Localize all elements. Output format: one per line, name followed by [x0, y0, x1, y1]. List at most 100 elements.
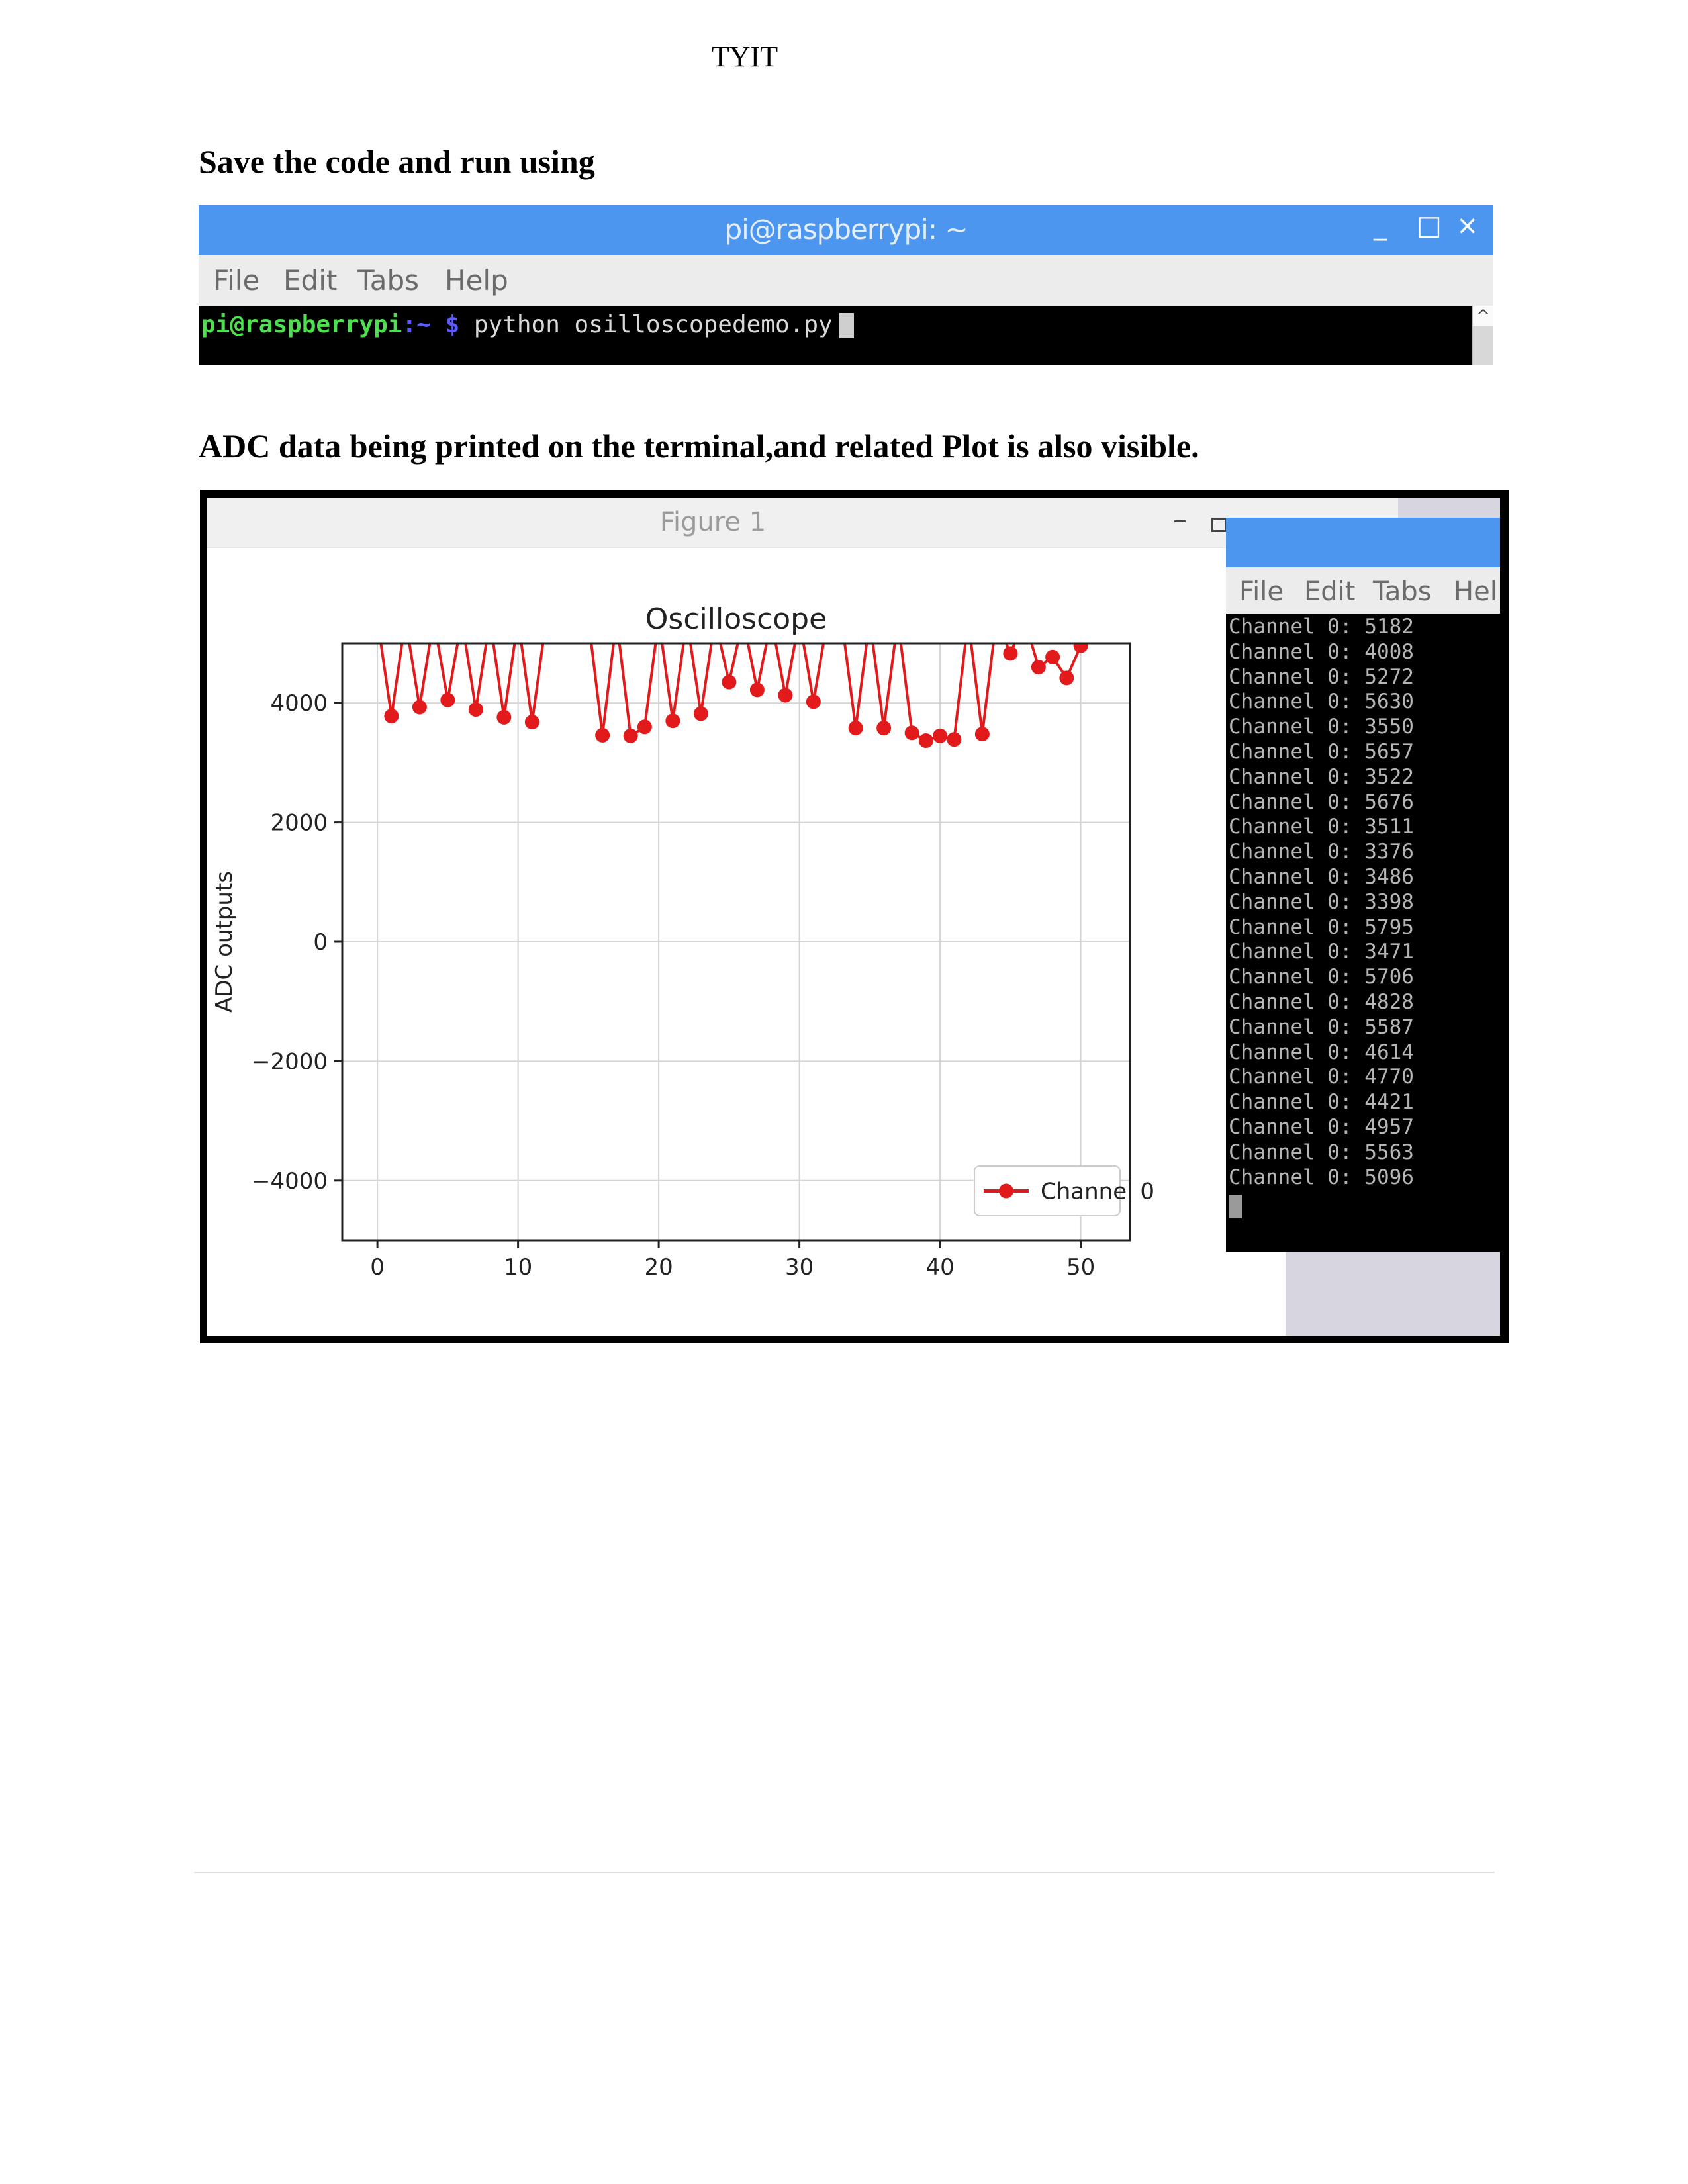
- data-point: [778, 688, 793, 703]
- x-tick-label: 0: [370, 1254, 385, 1281]
- data-point: [426, 612, 441, 627]
- data-point: [806, 694, 821, 709]
- terminal-menubar: File Edit Tabs Help: [199, 255, 1493, 306]
- terminal-output-line: Channel 0: 5630: [1229, 690, 1414, 714]
- data-point: [468, 702, 483, 717]
- data-point: [455, 612, 469, 627]
- menu-edit[interactable]: Edit: [283, 264, 338, 296]
- adc-terminal-menubar: File Edit Tabs Hel: [1226, 567, 1500, 614]
- data-point: [412, 700, 427, 715]
- data-point: [665, 713, 680, 729]
- scroll-up-icon[interactable]: ^: [1473, 306, 1493, 326]
- page-header: TYIT: [711, 40, 778, 73]
- section-heading-run: Save the code and run using: [199, 143, 595, 180]
- y-tick-label: 4000: [270, 690, 328, 717]
- terminal-output-line: Channel 0: 3398: [1229, 889, 1414, 914]
- data-point: [890, 612, 905, 627]
- figure-title: Figure 1: [659, 507, 767, 537]
- x-tick-label: 20: [644, 1254, 673, 1281]
- footer-rule: [194, 1872, 1495, 1873]
- terminal-output-line: Channel 0: 3486: [1229, 865, 1414, 889]
- prompt-path: :~: [402, 311, 445, 338]
- data-point: [904, 725, 919, 741]
- terminal-output-line: Channel 0: 3471: [1229, 940, 1414, 964]
- terminal-output-line: Channel 0: 3511: [1229, 815, 1414, 839]
- terminal-output-line: Channel 0: 3522: [1229, 764, 1414, 789]
- data-point: [693, 706, 708, 721]
- terminal-output-line: Channel 0: 5096: [1229, 1165, 1414, 1189]
- data-point: [609, 612, 624, 627]
- y-tick-label: −4000: [252, 1168, 328, 1195]
- data-point: [1017, 612, 1032, 627]
- data-point: [974, 727, 990, 742]
- legend-label: Channel 0: [1041, 1179, 1154, 1205]
- data-point: [496, 709, 512, 725]
- maximize-icon[interactable]: □: [1417, 210, 1442, 241]
- data-point: [749, 682, 765, 698]
- y-axis-label: ADC outputs: [211, 871, 238, 1013]
- data-point: [440, 692, 455, 707]
- terminal-output-line: Channel 0: 4614: [1229, 1040, 1414, 1064]
- terminal-output-line: Channel 0: 4421: [1229, 1090, 1414, 1115]
- data-point: [384, 709, 399, 724]
- figure-minimize-icon[interactable]: –: [1173, 503, 1187, 535]
- menu-edit[interactable]: Edit: [1304, 576, 1356, 607]
- terminal-output-line: Channel 0: 5676: [1229, 790, 1414, 814]
- terminal-output-line: Channel 0: 3550: [1229, 715, 1414, 739]
- data-point: [581, 612, 596, 627]
- terminal-output-line: Channel 0: 5795: [1229, 915, 1414, 939]
- data-point: [1003, 646, 1018, 661]
- data-point: [399, 612, 413, 627]
- terminal-output-line: Channel 0: 4828: [1229, 990, 1414, 1014]
- x-tick-label: 10: [504, 1254, 532, 1281]
- data-point: [1059, 670, 1074, 686]
- data-point: [933, 728, 948, 743]
- menu-file[interactable]: File: [213, 264, 260, 296]
- data-point: [553, 612, 567, 627]
- data-point: [961, 612, 976, 627]
- minimize-icon[interactable]: _: [1374, 210, 1387, 241]
- figure-titlebar: Figure 1 –: [207, 498, 1398, 548]
- legend-point-marker: [999, 1183, 1013, 1199]
- terminal-titlebar: pi@raspberrypi: ~ _ □ ×: [199, 205, 1493, 255]
- data-point: [989, 612, 1004, 627]
- terminal-content[interactable]: pi@raspberrypi:~ $ python osilloscopedem…: [199, 306, 1473, 365]
- screenshot-frame: Figure 1 – 0 10 20 30 40 50 −4000 −2000 0 2000 400…: [200, 490, 1509, 1343]
- data-point: [1031, 660, 1046, 675]
- terminal-output-line: Channel 0: 3376: [1229, 840, 1414, 864]
- prompt-user: pi@raspberrypi: [201, 311, 402, 338]
- x-tick-label: 30: [785, 1254, 814, 1281]
- data-point: [511, 612, 526, 627]
- terminal-cursor: [1229, 1195, 1242, 1218]
- y-tick-label: 2000: [270, 810, 328, 837]
- data-point: [483, 612, 497, 627]
- data-point: [524, 715, 539, 730]
- menu-tabs[interactable]: Tabs: [357, 264, 419, 296]
- terminal-scrollbar[interactable]: ^: [1472, 306, 1493, 365]
- adc-terminal-titlebar: [1226, 518, 1500, 567]
- terminal-output-line: Channel 0: 5563: [1229, 1140, 1414, 1164]
- data-point: [863, 612, 877, 627]
- menu-help[interactable]: Help: [445, 264, 508, 296]
- terminal-cursor: [839, 313, 854, 338]
- data-point: [947, 732, 962, 747]
- data-point: [567, 612, 582, 627]
- menu-help[interactable]: Hel: [1454, 576, 1497, 607]
- menu-tabs[interactable]: Tabs: [1373, 576, 1432, 607]
- command-text: python osilloscopedemo.py: [459, 311, 833, 338]
- data-point: [722, 674, 737, 690]
- x-tick-label: 40: [925, 1254, 954, 1281]
- data-point: [876, 721, 892, 736]
- adc-terminal-output[interactable]: Channel 0: 5182 Channel 0: 4008 Channel 0:…: [1226, 614, 1500, 1252]
- prompt-symbol: $: [445, 311, 460, 338]
- terminal-output-line: Channel 0: 5657: [1229, 740, 1414, 764]
- close-icon[interactable]: ×: [1456, 210, 1479, 241]
- terminal-output-line: Channel 0: 4770: [1229, 1065, 1414, 1089]
- menu-file[interactable]: File: [1239, 576, 1284, 607]
- terminal-output-line: Channel 0: 5587: [1229, 1015, 1414, 1039]
- terminal-output-line: Channel 0: 4008: [1229, 639, 1414, 664]
- terminal-title: pi@raspberrypi: ~: [724, 213, 968, 246]
- terminal-output-line: Channel 0: 5182: [1229, 615, 1414, 639]
- data-point: [834, 612, 849, 627]
- data-point: [595, 727, 610, 743]
